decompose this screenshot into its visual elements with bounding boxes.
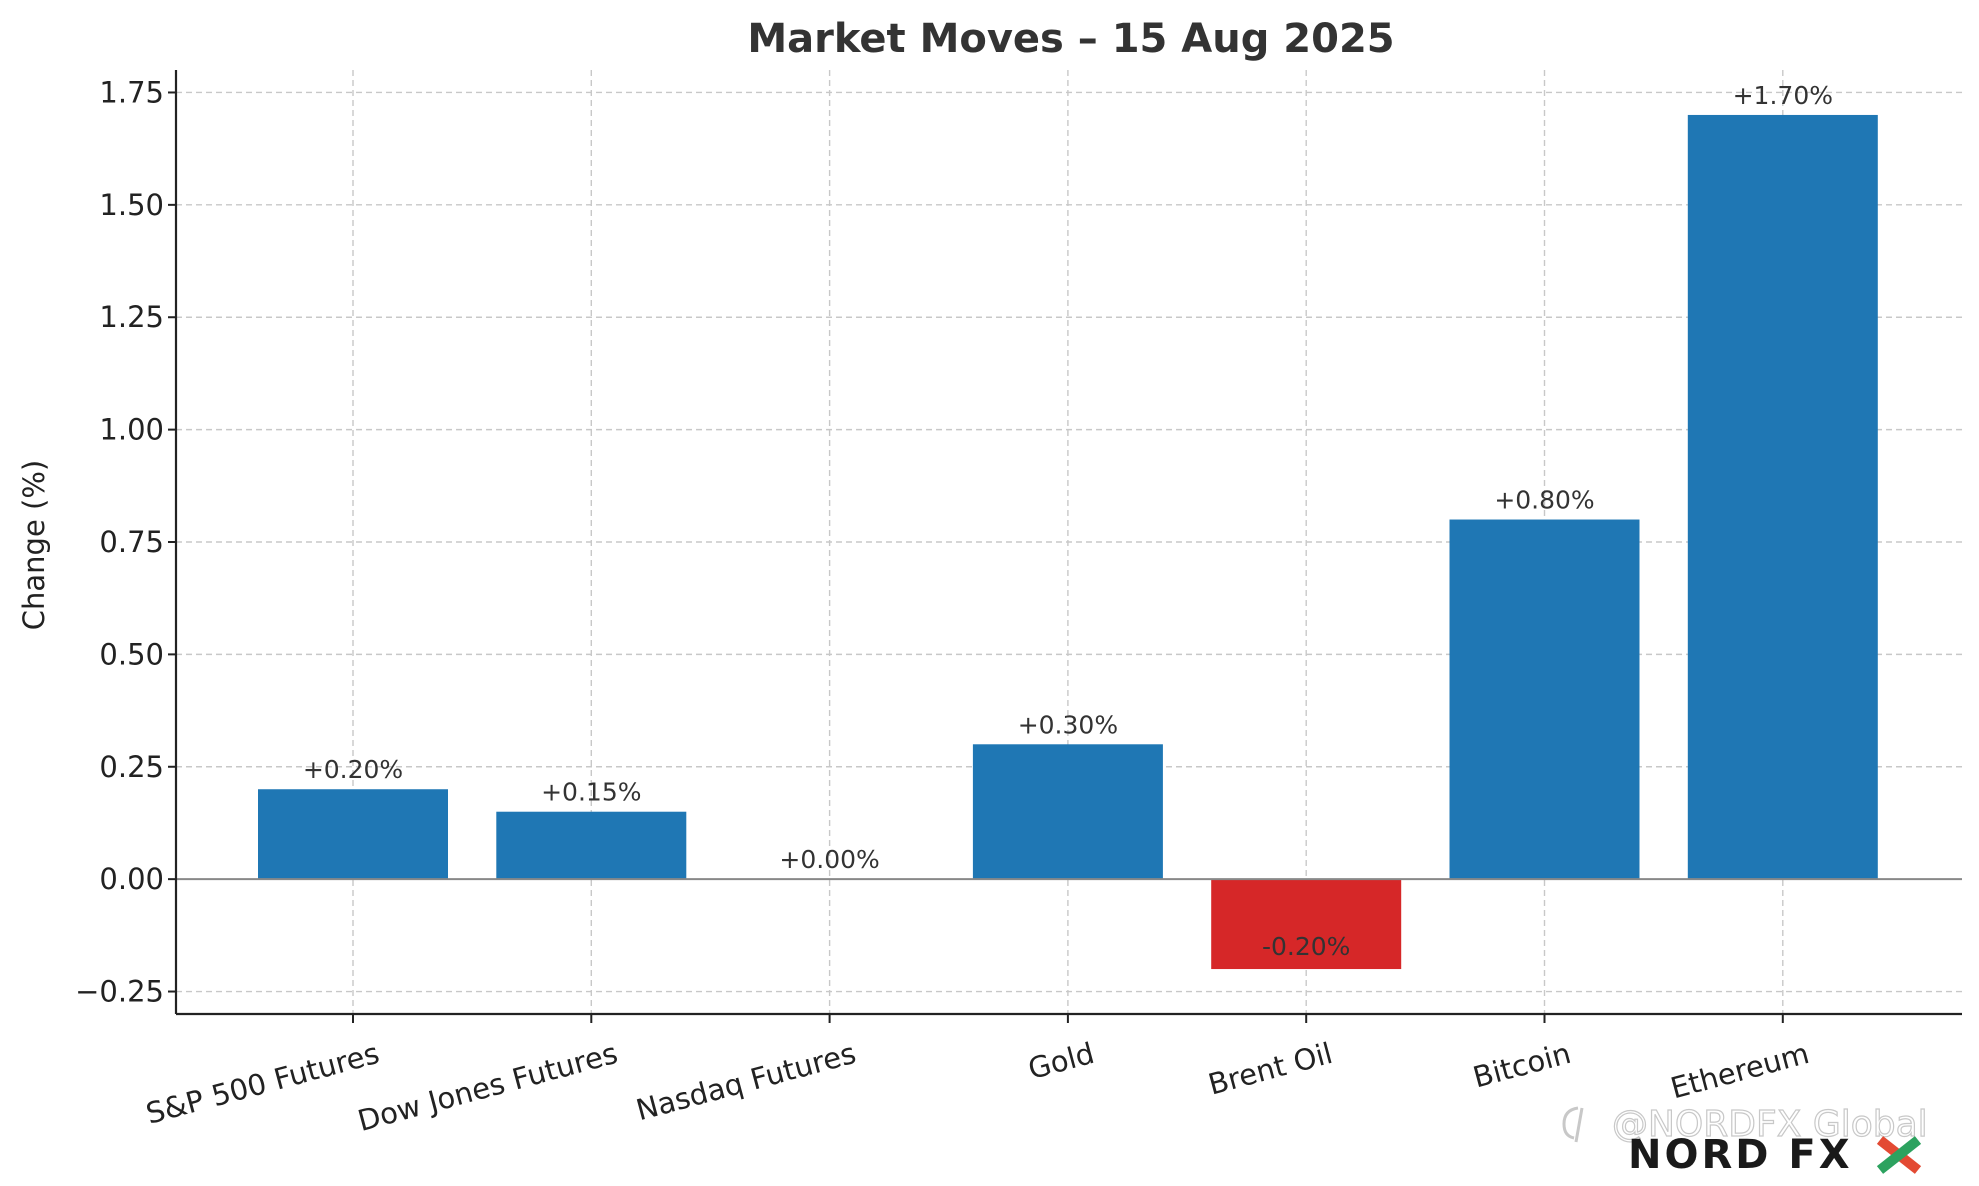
bar-data-label: +1.70% [1733, 81, 1833, 110]
y-tick-label: 0.75 [99, 525, 164, 559]
social-icon [1562, 1106, 1584, 1143]
nordfx-logo: NORD FX [1628, 1132, 1922, 1178]
y-tick-label: 0.50 [99, 637, 164, 671]
x-tick-label: Gold [1024, 1036, 1097, 1086]
bar-data-label: -0.20% [1262, 932, 1350, 961]
bar-data-label: +0.20% [303, 755, 403, 784]
chart-title: Market Moves – 15 Aug 2025 [747, 16, 1394, 62]
bar-data-label: +0.30% [1018, 710, 1118, 739]
logo-x-icon [1876, 1136, 1922, 1174]
bar-data-label: +0.15% [541, 778, 641, 807]
y-tick-label: 1.75 [99, 75, 164, 109]
x-tick-label: S&P 500 Futures [142, 1036, 382, 1131]
bar [972, 744, 1163, 880]
bar [1211, 879, 1402, 970]
bars [258, 114, 1878, 970]
axes [168, 70, 1962, 1023]
x-tick-label: Nasdaq Futures [632, 1036, 859, 1127]
watermark-text: @NORDFX Global [1612, 1104, 1928, 1145]
y-tick-label: −0.25 [75, 975, 164, 1009]
bar [1449, 519, 1640, 880]
bar [1687, 114, 1878, 880]
x-tick-label: Brent Oil [1205, 1036, 1336, 1102]
y-tick-label: 1.00 [99, 413, 164, 447]
y-axis-label: Change (%) [17, 460, 51, 630]
watermark: @NORDFX Global [1562, 1103, 1928, 1146]
x-tick-label: Ethereum [1667, 1036, 1813, 1106]
y-tick-label: 0.00 [99, 862, 164, 896]
data-labels: +0.20% +0.15% +0.00% +0.30% -0.20% +0.80% +1.7… [303, 81, 1833, 961]
bar [496, 811, 687, 880]
x-tick-label: Dow Jones Futures [354, 1036, 621, 1138]
bar [258, 789, 448, 880]
y-tick-label: 0.25 [99, 750, 164, 784]
y-tick-label: 1.25 [99, 300, 164, 334]
bar-data-label: +0.00% [779, 845, 879, 874]
logo-text: NORD FX [1628, 1132, 1853, 1178]
x-tick-label: Bitcoin [1469, 1036, 1574, 1095]
bar-data-label: +0.80% [1494, 486, 1594, 515]
y-tick-label: 1.50 [99, 188, 164, 222]
